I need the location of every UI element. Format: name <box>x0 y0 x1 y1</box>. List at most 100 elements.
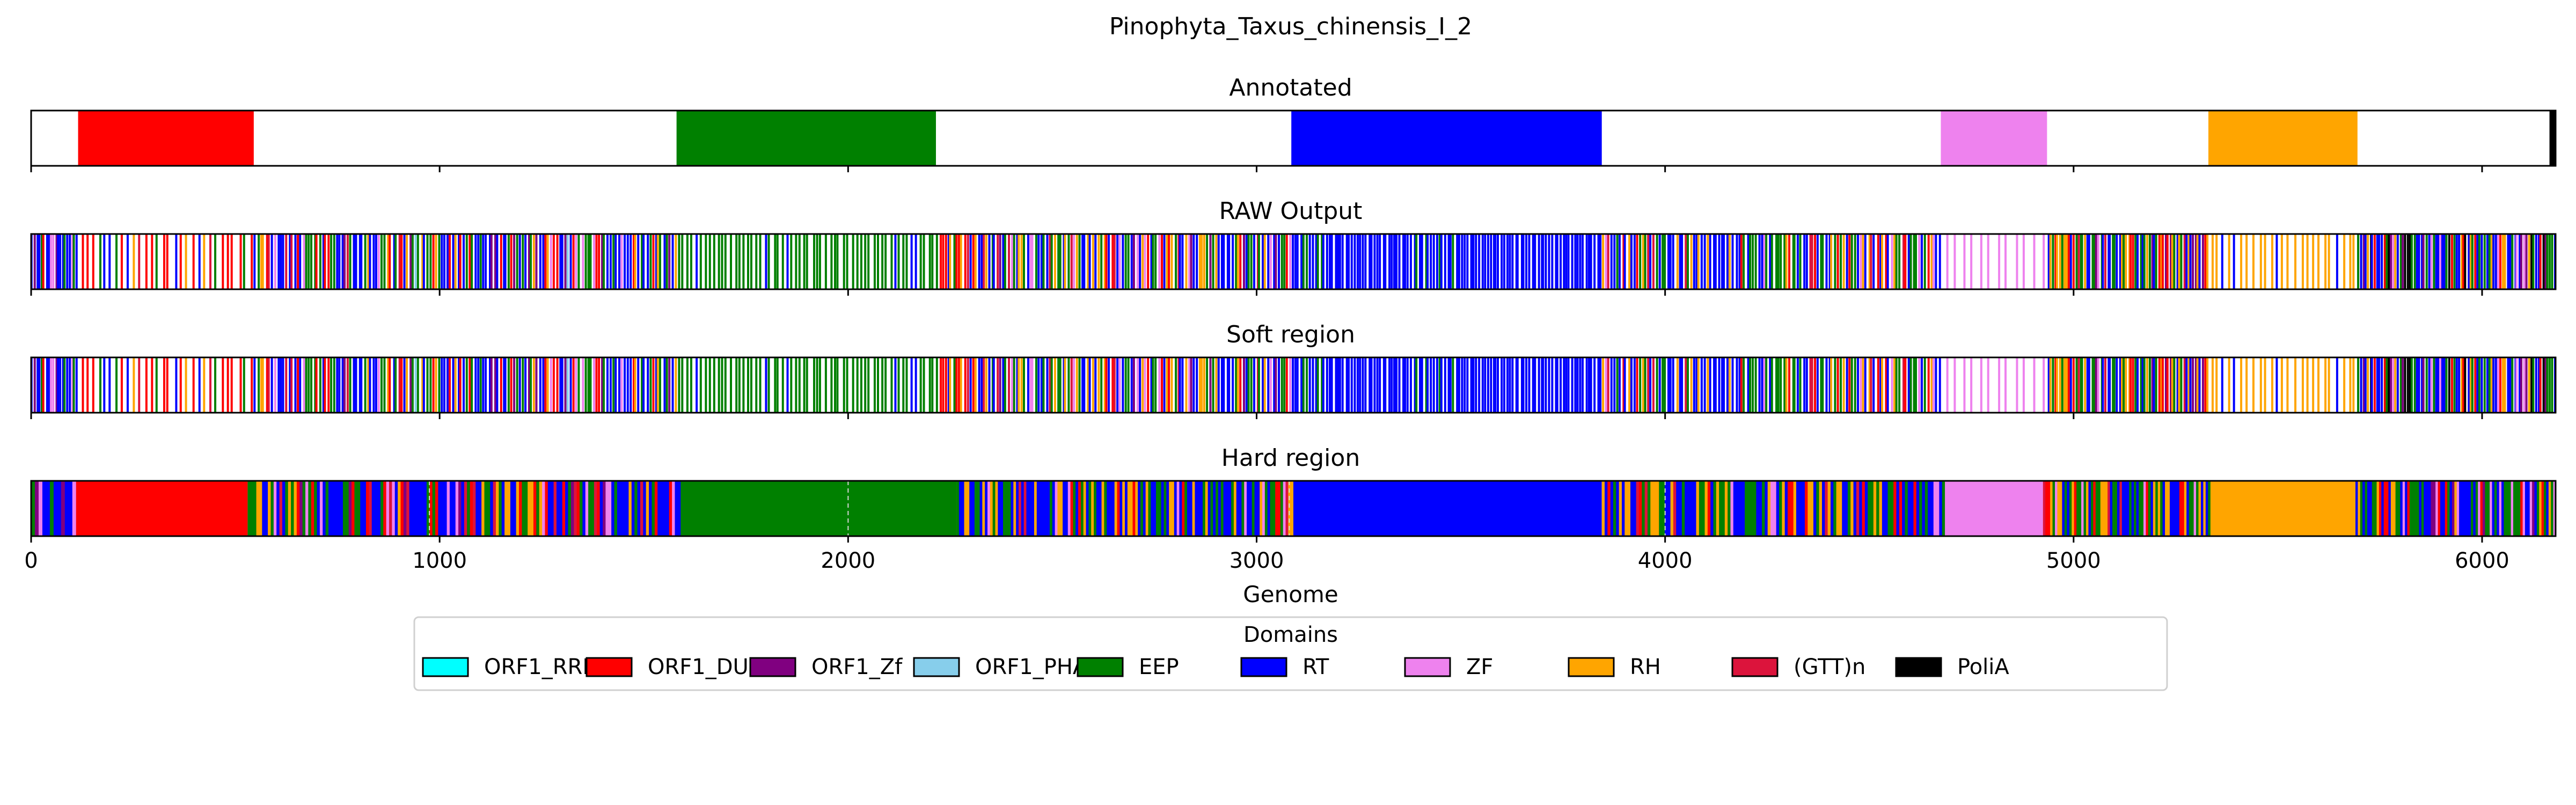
segment-rt <box>331 481 335 536</box>
segment-rt <box>282 481 286 536</box>
segment-rt <box>1911 481 1914 536</box>
segment-eep <box>2069 481 2072 536</box>
segment-rh <box>1601 481 1605 536</box>
segment-eep <box>2504 481 2507 536</box>
segment-rt <box>2131 481 2134 536</box>
segment-rt <box>1021 481 1024 536</box>
segment-rt <box>510 481 514 536</box>
track-frame <box>30 480 2557 537</box>
segment-orf1_duf <box>1790 481 1794 536</box>
segment-rt <box>2463 481 2467 536</box>
segment-rh <box>1873 481 1877 536</box>
segment-eep <box>487 481 491 536</box>
segment-rh <box>2376 481 2380 536</box>
x-axis-label: Genome <box>1243 581 1338 608</box>
segment-orf1_duf <box>76 481 248 536</box>
segment-rh <box>1656 481 1659 536</box>
segment-gttn <box>1636 481 1640 536</box>
segment-orf1_zf <box>2532 481 2535 536</box>
segment-zf <box>2529 481 2533 536</box>
segment-eep <box>2417 481 2420 536</box>
segment-rt <box>2426 481 2429 536</box>
segment-rt <box>2497 481 2500 536</box>
segment-eep <box>2095 481 2098 536</box>
segment-rt <box>677 481 681 536</box>
legend-swatch-orf1_duf <box>586 657 633 677</box>
segment-eep <box>1919 481 1923 536</box>
segment-rt <box>2062 481 2065 536</box>
segment-rt <box>1802 481 1805 536</box>
segment-orf1_zf <box>458 481 462 536</box>
segment-rt <box>1228 481 1232 536</box>
segment-rt <box>1247 481 1250 536</box>
segment-rh <box>2358 481 2361 536</box>
segment-eep <box>1005 481 1009 536</box>
legend-swatch-gttn <box>1731 657 1779 677</box>
segment-eep <box>1073 481 1076 536</box>
segment-rt <box>611 481 615 536</box>
legend-label-polia: PoliA <box>1957 655 2009 679</box>
segment-eep <box>1890 481 1894 536</box>
segment-rt <box>643 481 647 536</box>
segment-eep <box>1272 481 1276 536</box>
segment-eep <box>380 481 384 536</box>
segment-rt <box>2117 481 2120 536</box>
segment-rh <box>539 481 543 536</box>
legend-entries: ORF1_RRM ORF1_DUF ORF1_Zf ORF1_PHA EEP RT ZF RH… <box>422 655 2009 679</box>
segment-orf1_duf <box>1913 481 1917 536</box>
segment-eep <box>270 481 274 536</box>
legend-label-orf1_zf: ORF1_Zf <box>811 655 903 679</box>
segment-rt <box>1291 111 1602 166</box>
segment-eep <box>2544 481 2547 536</box>
segment-orf1_duf <box>2407 481 2410 536</box>
segment-rt <box>1784 481 1788 536</box>
segment-eep <box>2494 481 2497 536</box>
segment-orf1_duf <box>470 481 473 536</box>
segment-rt <box>1922 481 1926 536</box>
segment-eep <box>1241 481 1245 536</box>
segment-orf1_zf <box>34 481 39 536</box>
segment-eep <box>1088 481 1092 536</box>
segment-eep <box>2412 481 2415 536</box>
segment-rt <box>1756 481 1760 536</box>
segment-eep <box>591 481 595 536</box>
segment-rt <box>1845 481 1848 536</box>
segment-rh <box>2085 481 2089 536</box>
x-tick-label: 5000 <box>2046 548 2101 573</box>
segment-rh <box>2198 481 2201 536</box>
segment-orf1_duf <box>597 481 601 536</box>
segment-eep <box>680 481 957 536</box>
segment-rt <box>421 481 425 536</box>
segment-eep <box>1942 481 1945 536</box>
segment-eep <box>2090 481 2094 536</box>
segment-rt <box>1086 481 1089 536</box>
segment-zf <box>2081 481 2084 536</box>
segment-gttn <box>1285 481 1289 536</box>
segment-orf1_duf <box>2520 481 2523 536</box>
segment-rt <box>262 481 266 536</box>
segment-gttn <box>493 481 496 536</box>
segment-rt <box>265 481 268 536</box>
segment-rt <box>2449 481 2453 536</box>
segment-rt <box>1741 481 1745 536</box>
segment-orf1_duf <box>2386 481 2389 536</box>
segment-rh <box>2105 481 2108 536</box>
segment-eep <box>1753 481 1757 536</box>
segment-gttn <box>389 481 392 536</box>
segment-eep <box>614 481 618 536</box>
segment-zf <box>1936 481 1940 536</box>
segment-rt <box>438 481 442 536</box>
segment-eep <box>2064 481 2067 536</box>
segment-rh <box>1057 481 1060 536</box>
segment-polia <box>2549 111 2555 166</box>
segment-zf <box>319 481 323 536</box>
segment-rt <box>1739 481 1743 536</box>
segment-rh <box>1782 481 1785 536</box>
segment-orf1_zf <box>603 481 606 536</box>
segment-zf <box>1283 481 1286 536</box>
segment-rt <box>1759 481 1762 536</box>
segment-rt <box>449 481 453 536</box>
segment-gttn <box>640 481 643 536</box>
segment-rt <box>2088 481 2091 536</box>
x-tick-label: 1000 <box>412 548 467 573</box>
